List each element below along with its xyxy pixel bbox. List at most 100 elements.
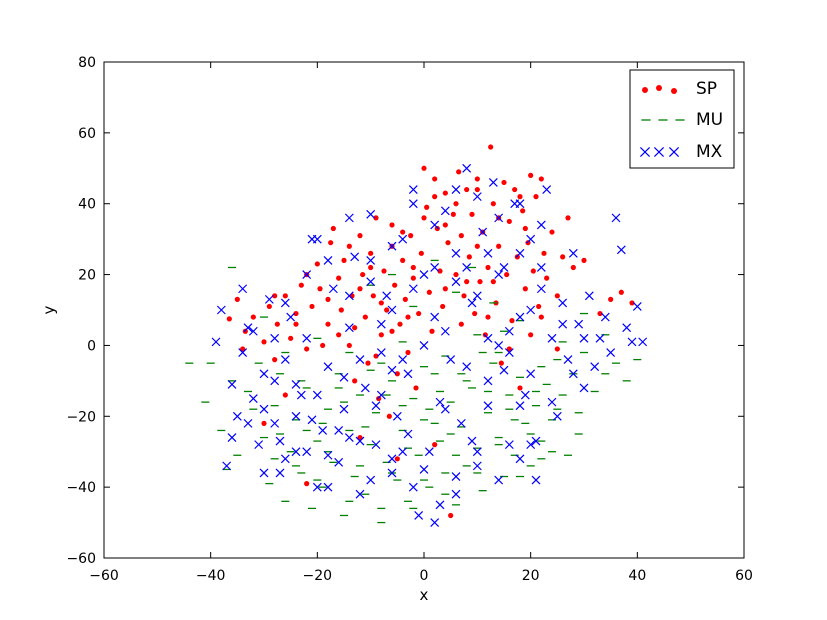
data-point-mx xyxy=(531,436,541,446)
data-point-sp xyxy=(304,346,310,352)
y-tick-label: 40 xyxy=(78,197,96,213)
data-point-sp xyxy=(501,179,507,186)
data-point-mx xyxy=(542,185,552,194)
data-point-mx xyxy=(494,213,504,223)
legend-marker-mx xyxy=(668,146,680,158)
legend-label-mu: MU xyxy=(696,110,723,130)
data-point-sp xyxy=(426,289,432,295)
data-point-sp xyxy=(226,316,232,322)
data-point-sp xyxy=(437,268,443,274)
data-point-mx xyxy=(307,415,317,425)
data-point-mx xyxy=(360,383,370,393)
data-point-mx xyxy=(408,199,418,209)
data-point-mx xyxy=(472,461,482,471)
data-point-sp xyxy=(554,346,560,352)
data-point-mx xyxy=(494,341,504,350)
data-point-mx xyxy=(595,333,605,343)
data-point-mx xyxy=(355,436,365,446)
data-point-mx xyxy=(211,337,221,347)
data-point-sp xyxy=(368,264,374,271)
data-point-sp xyxy=(416,310,422,317)
data-point-sp xyxy=(520,208,526,214)
data-point-sp xyxy=(370,293,376,299)
data-point-mx xyxy=(414,511,424,520)
data-point-mx xyxy=(408,185,418,194)
data-point-mx xyxy=(387,365,397,375)
data-point-mx xyxy=(584,291,594,301)
data-point-mx xyxy=(312,482,322,492)
data-point-sp xyxy=(405,314,411,320)
data-point-mx xyxy=(574,319,584,329)
data-point-sp xyxy=(498,360,504,366)
data-point-mx xyxy=(259,468,269,478)
data-point-mx xyxy=(366,277,376,287)
data-point-mx xyxy=(467,436,477,446)
data-point-mx xyxy=(526,305,536,315)
data-point-sp xyxy=(528,332,534,338)
data-point-sp xyxy=(453,201,459,207)
data-point-mx xyxy=(318,426,328,435)
data-point-mx xyxy=(499,263,509,272)
data-point-mx xyxy=(451,277,461,287)
data-point-mx xyxy=(462,263,472,272)
data-point-mx xyxy=(232,411,242,421)
data-point-sp xyxy=(506,346,512,352)
data-point-sp xyxy=(506,218,512,225)
data-point-mx xyxy=(280,454,290,464)
data-point-sp xyxy=(317,286,323,292)
data-point-sp xyxy=(490,201,496,207)
y-axis-label: y xyxy=(40,305,58,314)
data-point-mx xyxy=(339,372,349,382)
data-point-sp xyxy=(424,204,430,210)
data-point-mx xyxy=(238,284,248,294)
data-point-sp xyxy=(514,254,520,260)
data-point-sp xyxy=(405,349,411,356)
data-point-sp xyxy=(509,318,515,324)
data-point-sp xyxy=(365,360,371,366)
data-point-mx xyxy=(243,323,253,333)
data-point-mx xyxy=(275,468,285,478)
data-point-mx xyxy=(222,461,232,471)
data-point-sp xyxy=(240,346,246,352)
data-point-mx xyxy=(291,379,301,389)
data-point-sp xyxy=(466,254,472,260)
data-point-mx xyxy=(270,376,280,386)
data-point-sp xyxy=(474,186,480,193)
data-point-mx xyxy=(344,291,354,301)
data-point-sp xyxy=(485,314,491,320)
data-point-sp xyxy=(469,211,475,217)
data-point-sp xyxy=(549,229,555,235)
data-point-sp xyxy=(325,321,331,327)
data-point-mx xyxy=(627,337,637,347)
data-point-sp xyxy=(538,314,544,320)
data-point-sp xyxy=(456,169,462,175)
data-point-mx xyxy=(387,305,397,315)
data-point-sp xyxy=(272,357,278,363)
data-point-mx xyxy=(547,397,557,407)
data-point-sp xyxy=(482,332,488,338)
data-point-mx xyxy=(526,369,536,379)
data-point-sp xyxy=(522,286,528,292)
data-point-mx xyxy=(611,213,621,223)
legend-box xyxy=(629,69,735,169)
data-point-sp xyxy=(250,314,256,320)
data-point-mx xyxy=(536,220,546,230)
legend: SP MU MX xyxy=(629,69,735,169)
data-point-sp xyxy=(338,307,344,313)
data-point-sp xyxy=(346,243,352,249)
data-point-sp xyxy=(538,176,544,182)
data-point-mx xyxy=(344,213,354,223)
data-point-mx xyxy=(472,447,482,457)
data-point-mx xyxy=(302,333,312,343)
data-point-sp xyxy=(464,279,470,285)
series-sp xyxy=(226,144,635,519)
x-axis-label: x xyxy=(420,586,429,604)
x-tick-label: −20 xyxy=(303,568,333,584)
data-point-sp xyxy=(373,353,379,359)
data-point-mx xyxy=(419,270,429,279)
data-point-mx xyxy=(520,390,530,400)
data-point-sp xyxy=(440,303,446,310)
data-point-sp xyxy=(517,385,523,391)
data-point-sp xyxy=(490,279,496,285)
data-point-mx xyxy=(504,348,514,357)
